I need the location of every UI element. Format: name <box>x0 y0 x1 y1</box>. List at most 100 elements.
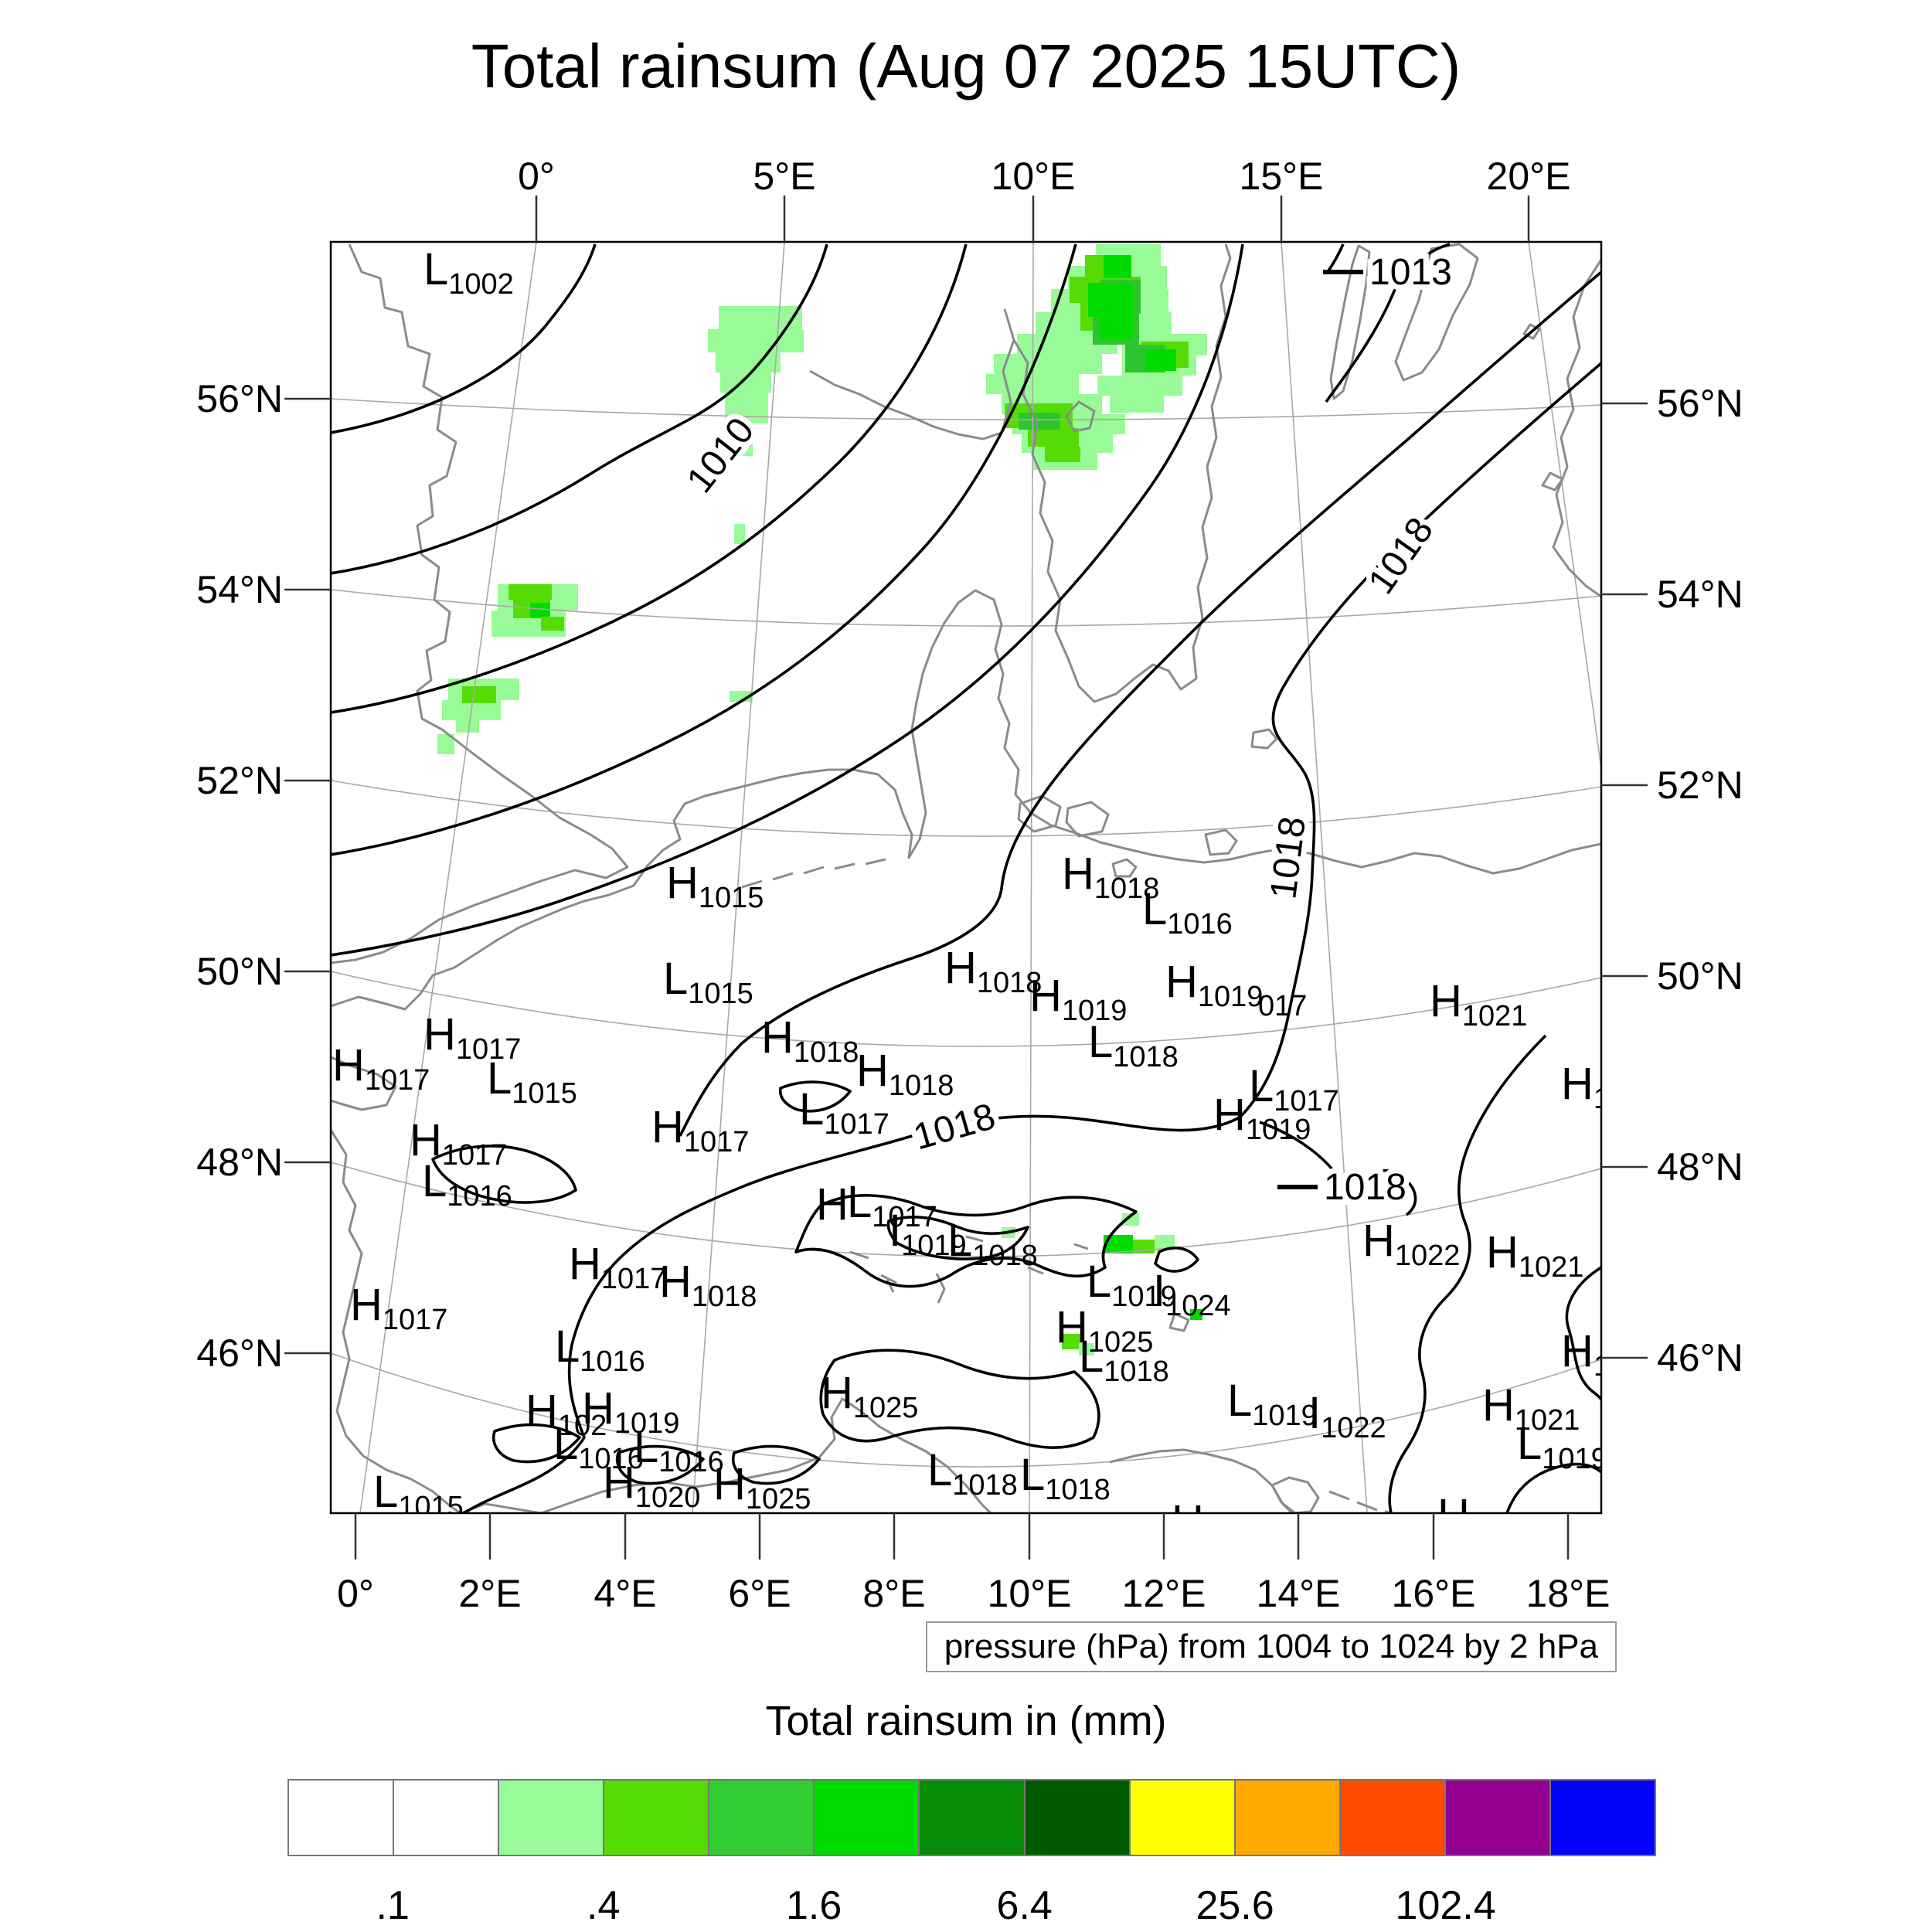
coastline <box>331 1056 397 1111</box>
pressure-center-label: L1017 <box>847 1177 937 1233</box>
pressure-center-label: H1017 <box>332 1040 430 1097</box>
colorbar-cell <box>920 1781 1026 1855</box>
pressure-center-label: H1022 <box>1362 1216 1460 1272</box>
pressure-contour <box>732 1444 821 1485</box>
colorbar-tick-label: .4 <box>587 1883 621 1928</box>
pressure-contour <box>331 243 968 714</box>
pressure-center-label: H1019 <box>1213 1090 1311 1146</box>
pressure-contour <box>431 1145 577 1204</box>
rain-cell <box>725 393 768 423</box>
axis-tick-label: 6°E <box>728 1572 791 1615</box>
colorbar-tick-label: 1.6 <box>785 1883 842 1928</box>
colorbar-cell <box>394 1781 500 1855</box>
pressure-center-label: L1015 <box>663 954 753 1010</box>
axis-tick-label: 2°E <box>458 1572 522 1615</box>
rain-cell <box>1099 317 1133 340</box>
coastline <box>1065 801 1110 838</box>
pressure-contour <box>1154 1247 1199 1273</box>
contour-value-label: 1018 <box>909 1096 999 1158</box>
coastline <box>1111 858 1138 878</box>
page-title: Total rainsum (Aug 07 2025 15UTC) <box>471 32 1461 100</box>
rain-cell <box>730 423 753 456</box>
rain-cell <box>1079 1343 1094 1355</box>
colorbar-cell <box>709 1781 815 1855</box>
rain-cell <box>530 603 550 618</box>
pressure-center-label: H102 <box>526 1386 607 1442</box>
graticule-line <box>331 589 1601 627</box>
colorbar <box>287 1779 1656 1856</box>
colorbar-tick-label: 6.4 <box>996 1883 1053 1928</box>
pressure-center-label: L1018 <box>1079 1332 1169 1388</box>
axis-tick-label: 12°E <box>1121 1572 1206 1615</box>
pressure-center-label: L1016 <box>1142 884 1233 940</box>
pressure-center-label: H1018 <box>1062 849 1159 905</box>
pressure-center-label: H1017 <box>350 1280 447 1336</box>
pressure-center-label: H1025 <box>821 1368 918 1424</box>
graticule-line <box>331 398 1601 420</box>
graticule-line <box>692 242 785 1513</box>
pressure-contour <box>1325 274 1402 403</box>
pressure-center-label: H1019 <box>1165 957 1263 1013</box>
axis-tick-label: 52°N <box>196 759 283 802</box>
coastline <box>1204 828 1238 856</box>
pressure-center-label: L1018 <box>1020 1450 1111 1506</box>
coastline <box>1541 471 1564 492</box>
axis-tick-label: 0° <box>337 1572 374 1615</box>
pressure-contour <box>886 1215 1029 1260</box>
axis-tick-label: 10°E <box>987 1572 1072 1615</box>
rain-cell <box>1045 447 1080 462</box>
pressure-contour <box>1355 1168 1417 1216</box>
pressure-center-label: H1017 <box>410 1115 507 1172</box>
contour-value-label: 1018 <box>1324 1167 1406 1208</box>
pressure-center-label: L1018 <box>927 1445 1018 1502</box>
pressure-center-label: 017 <box>1258 990 1307 1022</box>
pressure-contour <box>1388 1034 1547 1513</box>
rain-cell <box>1062 1334 1080 1349</box>
graticule-line <box>331 1352 1601 1468</box>
pressure-center-label: H <box>1611 917 1644 967</box>
axis-tick-label: 56°N <box>196 377 283 420</box>
coastline <box>1328 1490 1393 1513</box>
pressure-center-label: H1019 <box>582 1383 679 1440</box>
contour-value-label: 1013 <box>1369 252 1452 293</box>
pressure-center-label: H <box>816 1179 849 1230</box>
pressure-center-label: L1016 <box>634 1422 724 1478</box>
coastline <box>1065 400 1096 433</box>
pressure-contour <box>794 1194 1138 1288</box>
pressure-center-label: H1018 <box>944 943 1042 999</box>
axis-tick-label: 14°E <box>1256 1572 1341 1615</box>
pressure-center-label: I1019 <box>889 1206 967 1262</box>
pressure-contour <box>1565 1266 1601 1401</box>
pressure-center-label: L1016 <box>422 1156 512 1213</box>
pressure-center-label: H1025 <box>713 1459 811 1515</box>
pressure-center-label: L1019 <box>1517 1419 1607 1475</box>
axis-tick-label: 50°N <box>196 950 283 993</box>
pressure-caption-text: pressure (hPa) from 1004 to 1024 by 2 hP… <box>944 1628 1598 1665</box>
pressure-center-label: H1021 <box>1486 1227 1583 1284</box>
colorbar-cell <box>1550 1781 1655 1855</box>
pressure-center-label: H1021 <box>1482 1380 1580 1437</box>
pressure-center-label: I1024 <box>1153 1266 1231 1322</box>
pressure-contour <box>1326 243 1345 273</box>
axis-tick-label: 54°N <box>196 568 283 611</box>
rain-cell <box>1019 413 1060 430</box>
colorbar-tick-label: 25.6 <box>1196 1883 1274 1928</box>
pressure-center-label: H1018 <box>761 1012 859 1069</box>
axis-tick-label: 50°N <box>1657 954 1743 998</box>
rain-cell <box>734 524 745 544</box>
pressure-center-labels: L1002H1015L1015H1018L1016H1018H1019H1019… <box>332 244 1644 1515</box>
pressure-center-label: L1019 <box>1227 1376 1318 1432</box>
colorbar-cell <box>1130 1781 1236 1855</box>
coastline <box>1394 243 1479 382</box>
pressure-center-label: L1017 <box>799 1084 889 1141</box>
colorbar-tick-label: .1 <box>376 1883 410 1928</box>
pressure-center-label: H1017 <box>569 1239 666 1295</box>
colorbar-cell <box>604 1781 710 1855</box>
rain-cell <box>437 734 454 754</box>
coastline <box>331 589 1601 1011</box>
rain-cell <box>708 329 804 352</box>
pressure-contour <box>331 243 1077 856</box>
pressure-contour <box>616 1444 705 1485</box>
coastline <box>1012 243 1232 703</box>
coastline <box>331 1129 461 1513</box>
